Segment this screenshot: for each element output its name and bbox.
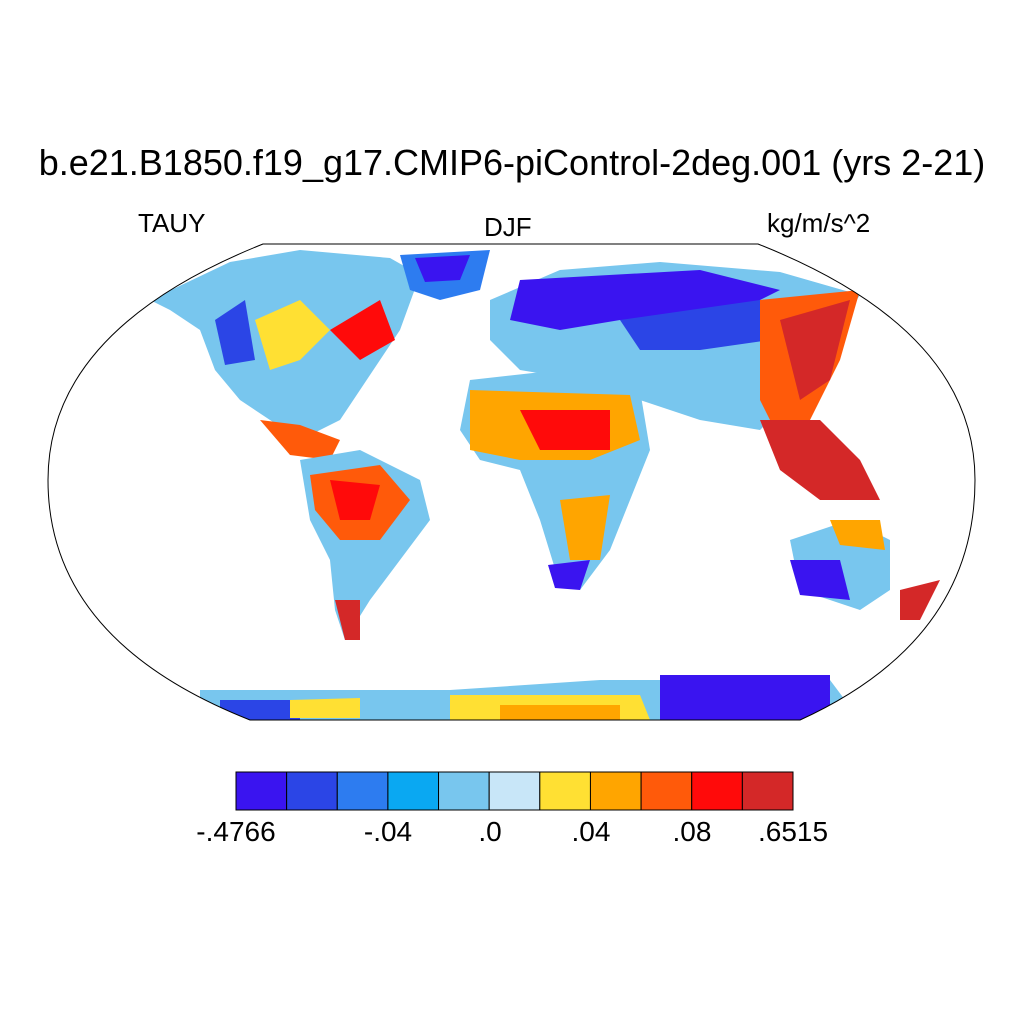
- eurasia-band: [620, 300, 770, 350]
- africa-south: [560, 495, 610, 560]
- new-zealand: [900, 580, 940, 620]
- antarctica-warm-core: [500, 705, 620, 720]
- south-america-center: [330, 480, 380, 520]
- colorbar-box: [589, 771, 642, 811]
- australia-north: [830, 520, 885, 550]
- map-title: b.e21.B1850.f19_g17.CMIP6-piControl-2deg…: [38, 142, 986, 183]
- colorbar-tick-max: .6515: [757, 816, 829, 847]
- colorbar-tick-min: -.4766: [196, 816, 276, 847]
- colorbar-box: [438, 771, 490, 811]
- colorbar-tick-neg04: -.04: [363, 816, 413, 847]
- colorbar-box: [539, 771, 591, 811]
- north-america-east: [330, 300, 395, 360]
- australia-west: [790, 560, 850, 600]
- colorbar-tick-pos08: .08: [672, 816, 712, 847]
- antarctica-cold-east: [660, 675, 830, 720]
- units-label: kg/m/s^2: [767, 208, 871, 238]
- south-america-tip: [335, 600, 360, 640]
- colorbar-tick-zero: .0: [478, 816, 502, 847]
- africa-tip: [548, 560, 590, 590]
- central-america-field: [260, 420, 340, 460]
- colorbar-box: [387, 771, 440, 811]
- antarctica-warm-west: [290, 698, 360, 718]
- africa-sahara-core: [520, 410, 610, 450]
- colorbar-box: [488, 771, 541, 811]
- se-asia: [760, 420, 880, 500]
- colorbar-box: [741, 771, 794, 811]
- colorbar-box: [691, 771, 743, 811]
- colorbar-tick-pos04: .04: [571, 816, 611, 847]
- season-label: DJF: [484, 212, 532, 242]
- colorbar-box: [336, 771, 389, 811]
- variable-label: TAUY: [138, 208, 206, 238]
- colorbar-box: [235, 771, 288, 811]
- greenland-core: [415, 255, 470, 282]
- north-america-blue: [215, 300, 255, 365]
- north-america-warm: [255, 300, 330, 370]
- colorbar-box: [286, 771, 338, 811]
- globe-outline: [47, 243, 976, 721]
- asia-coast-core: [780, 300, 850, 400]
- colorbar-box: [640, 771, 693, 811]
- antarctica-cold-west: [220, 700, 300, 720]
